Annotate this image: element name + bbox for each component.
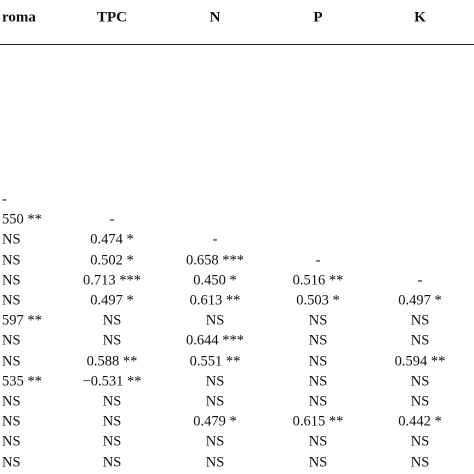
table-cell: NS	[410, 332, 430, 349]
table-cell: 535 **	[2, 373, 42, 390]
table-cell: NS	[205, 373, 225, 390]
table-cell: 0.479 *	[193, 413, 237, 430]
table-cell: 0.450 *	[193, 272, 237, 289]
table-cell: NS	[308, 373, 328, 390]
table-cell: NS	[205, 433, 225, 450]
table-cell: 550 **	[2, 211, 42, 228]
column-header: TPC	[97, 9, 127, 26]
table-cell: NS	[410, 433, 430, 450]
table-cell: NS	[2, 252, 21, 269]
table-cell: NS	[2, 272, 21, 289]
table-cell: 0.613 **	[189, 292, 241, 309]
table-cell: NS	[102, 454, 122, 471]
table-cell: NS	[2, 413, 21, 430]
table-cell: NS	[102, 332, 122, 349]
table-cell: NS	[2, 332, 21, 349]
table-cell: NS	[205, 454, 225, 471]
table-cell: 0.594 **	[394, 353, 446, 370]
table-cell: −0.531 **	[82, 373, 142, 390]
header-rule	[0, 44, 474, 45]
table-cell: NS	[410, 373, 430, 390]
table-cell: 597 **	[2, 312, 42, 329]
table-cell: NS	[308, 433, 328, 450]
table-cell: 0.497 *	[398, 292, 442, 309]
table-cell: NS	[205, 312, 225, 329]
table-cell: -	[212, 231, 218, 248]
table-cell: 0.588 **	[86, 353, 138, 370]
table-cell: 0.516 **	[292, 272, 344, 289]
table-cell: NS	[308, 332, 328, 349]
table-cell: 0.497 *	[90, 292, 134, 309]
table-cell: NS	[2, 454, 21, 471]
column-header: N	[209, 9, 221, 26]
table-cell: NS	[102, 413, 122, 430]
table-cell: NS	[102, 393, 122, 410]
table-cell: NS	[308, 454, 328, 471]
table-cell: 0.442 *	[398, 413, 442, 430]
table-cell: 0.551 **	[189, 353, 241, 370]
table-cell: NS	[102, 433, 122, 450]
table-cell: NS	[308, 312, 328, 329]
table-cell: NS	[2, 353, 21, 370]
table-cell: NS	[102, 312, 122, 329]
column-header: P	[313, 9, 323, 26]
table-cell: 0.658 ***	[186, 252, 244, 269]
table-cell: NS	[410, 454, 430, 471]
column-header: K	[414, 9, 426, 26]
table-cell: 0.503 *	[296, 292, 340, 309]
table-cell: NS	[2, 393, 21, 410]
table-cell: NS	[2, 433, 21, 450]
table-cell: -	[315, 252, 321, 269]
table-cell: 0.713 ***	[83, 272, 141, 289]
table-cell: 0.615 **	[292, 413, 344, 430]
table-cell: 0.474 *	[90, 231, 134, 248]
table-cell: -	[2, 191, 7, 208]
table-cell: 0.502 *	[90, 252, 134, 269]
table-cell: -	[109, 211, 115, 228]
table-cell: -	[417, 272, 423, 289]
table-cell: NS	[410, 312, 430, 329]
table-cell: NS	[205, 393, 225, 410]
table-cell: NS	[2, 231, 21, 248]
table-cell: NS	[308, 353, 328, 370]
table-cell: NS	[410, 393, 430, 410]
table-cell: 0.644 ***	[186, 332, 244, 349]
column-header: roma	[2, 9, 36, 26]
table-cell: NS	[2, 292, 21, 309]
table-cell: NS	[308, 393, 328, 410]
